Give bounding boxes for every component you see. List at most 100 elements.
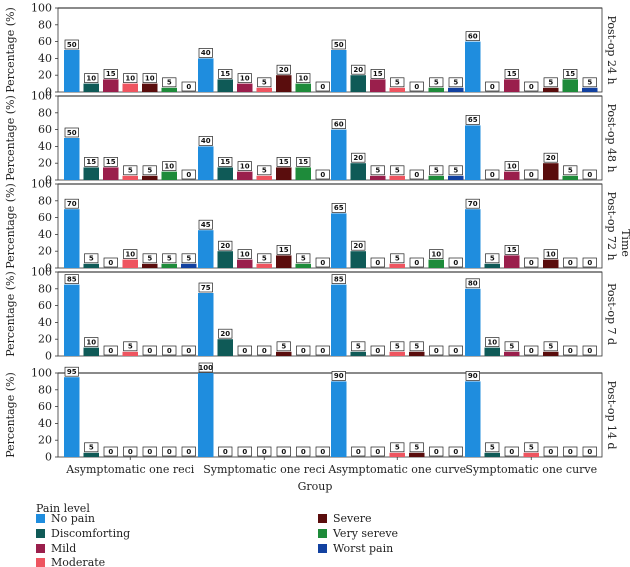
bar <box>389 452 405 457</box>
data-label-box <box>582 345 597 356</box>
data-label: 0 <box>587 448 592 456</box>
data-label: 0 <box>568 448 573 456</box>
data-label: 0 <box>587 171 592 179</box>
data-label-box <box>64 39 79 50</box>
bar <box>484 452 500 457</box>
data-label-box <box>429 165 444 176</box>
data-label-box <box>64 274 79 284</box>
data-label-box <box>257 446 272 457</box>
panel-label: Post-op 48 h <box>605 103 618 172</box>
data-label-box <box>409 442 424 453</box>
data-label-box <box>84 442 99 453</box>
data-label: 0 <box>587 259 592 267</box>
bar <box>83 347 99 356</box>
bar <box>122 351 138 356</box>
bar <box>122 83 138 92</box>
data-label: 10 <box>86 74 96 82</box>
bar <box>523 452 539 457</box>
data-label-box <box>103 69 118 79</box>
data-label-box <box>409 81 424 92</box>
data-label-box <box>276 446 291 457</box>
data-label-box <box>543 341 558 352</box>
data-label-box <box>237 161 252 171</box>
bar <box>103 79 119 92</box>
data-label-box <box>181 345 196 356</box>
data-label: 0 <box>320 83 325 91</box>
y-axis-label: Percentage (%) <box>4 183 17 269</box>
data-label: 20 <box>220 242 230 250</box>
data-label: 0 <box>529 347 534 355</box>
data-label-box <box>162 161 177 171</box>
data-label-box <box>218 69 233 79</box>
panel-label: Post-op 72 h <box>605 191 618 260</box>
y-tick-label: 80 <box>38 194 52 207</box>
data-label-box <box>351 64 366 75</box>
data-label-box <box>485 442 500 453</box>
data-label: 15 <box>507 246 517 254</box>
data-label: 70 <box>67 200 77 208</box>
bar <box>181 263 197 268</box>
legend-entry: Very sereve <box>332 527 398 540</box>
data-label-box <box>257 77 272 88</box>
data-label: 5 <box>490 444 495 452</box>
data-label: 5 <box>395 444 400 452</box>
data-label: 0 <box>301 347 306 355</box>
y-tick-label: 40 <box>38 417 52 430</box>
y-tick-label: 0 <box>45 350 52 363</box>
data-label: 0 <box>453 347 458 355</box>
bar <box>217 79 233 92</box>
data-label-box <box>370 165 385 176</box>
data-label: 85 <box>67 275 77 283</box>
y-tick-label: 40 <box>38 140 52 153</box>
y-axis-label: Percentage (%) <box>4 95 17 181</box>
data-label-box <box>257 253 272 264</box>
data-label: 5 <box>147 167 152 175</box>
data-label: 65 <box>468 116 478 124</box>
data-label-box <box>142 253 157 264</box>
bar <box>370 79 386 92</box>
data-label-box <box>123 165 138 176</box>
data-label: 60 <box>334 120 344 128</box>
panel-frame <box>57 95 603 181</box>
data-label: 15 <box>298 158 308 166</box>
data-label: 50 <box>334 41 344 49</box>
bar <box>504 351 520 356</box>
data-label-box <box>370 446 385 457</box>
bar <box>465 125 481 180</box>
y-tick-label: 80 <box>38 383 52 396</box>
bar <box>465 288 481 356</box>
data-label: 0 <box>262 448 267 456</box>
data-label-box <box>218 240 233 251</box>
data-label-box <box>181 81 196 92</box>
data-label-box <box>563 257 578 268</box>
bar <box>409 452 425 457</box>
data-label: 0 <box>128 448 133 456</box>
data-label-box <box>351 341 366 352</box>
data-label-box <box>315 81 330 92</box>
bar <box>389 263 405 268</box>
bar <box>256 175 272 180</box>
data-label: 0 <box>568 347 573 355</box>
data-label-box <box>257 165 272 176</box>
y-axis-label: Percentage (%) <box>4 7 17 93</box>
data-label: 0 <box>320 259 325 267</box>
data-label: 15 <box>86 158 96 166</box>
panel-frame <box>57 271 603 357</box>
bar <box>428 175 444 180</box>
data-label: 20 <box>353 154 363 162</box>
data-label: 40 <box>201 137 211 145</box>
data-label: 0 <box>490 171 495 179</box>
bar <box>198 146 214 180</box>
data-label-box <box>370 69 385 79</box>
data-label-box <box>563 345 578 356</box>
bar <box>465 41 481 92</box>
bar <box>350 251 366 268</box>
bar <box>389 175 405 180</box>
data-label: 0 <box>434 448 439 456</box>
bar <box>409 351 425 356</box>
data-label-box <box>370 257 385 268</box>
data-label: 5 <box>262 79 267 87</box>
data-label: 5 <box>548 79 553 87</box>
data-label-box <box>504 341 519 352</box>
data-label: 0 <box>529 83 534 91</box>
